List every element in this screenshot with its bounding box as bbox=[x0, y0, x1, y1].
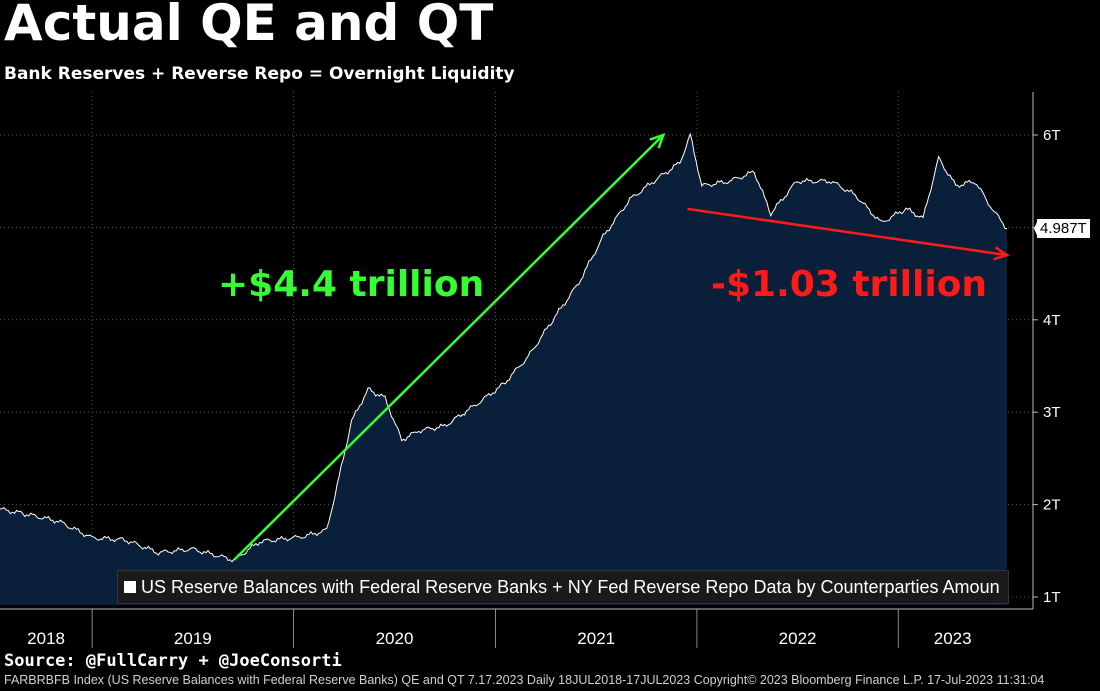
decrease-annotation: -$1.03 trillion bbox=[711, 264, 988, 305]
footer-info: FARBRBFB Index (US Reserve Balances with… bbox=[4, 673, 1045, 687]
increase-arrow bbox=[233, 134, 665, 561]
series-line bbox=[0, 132, 1008, 563]
increase-arrow-head bbox=[649, 132, 666, 149]
x-tick-label: 2022 bbox=[779, 629, 817, 648]
x-tick-label: 2018 bbox=[27, 629, 65, 648]
y-tick-label: 3T bbox=[1043, 404, 1061, 421]
legend-label: US Reserve Balances with Federal Reserve… bbox=[141, 576, 1000, 597]
x-tick-label: 2023 bbox=[934, 629, 972, 648]
series-area bbox=[0, 134, 1007, 605]
decrease-arrow bbox=[687, 207, 1008, 257]
y-tick-label: 6T bbox=[1043, 127, 1061, 144]
x-tick-label: 2021 bbox=[577, 629, 615, 648]
increase-annotation: +$4.4 trillion bbox=[218, 264, 485, 305]
legend: US Reserve Balances with Federal Reserve… bbox=[117, 570, 1009, 604]
x-tick-label: 2020 bbox=[376, 629, 414, 648]
chart-subtitle: Bank Reserves + Reverse Repo = Overnight… bbox=[4, 64, 515, 84]
legend-swatch bbox=[124, 581, 136, 593]
x-tick-label: 2019 bbox=[174, 629, 212, 648]
last-value-badge: 4.987T bbox=[1037, 219, 1090, 238]
y-tick-label: 4T bbox=[1043, 312, 1061, 329]
y-tick-label: 1T bbox=[1043, 589, 1061, 606]
decrease-arrow-head bbox=[993, 246, 1010, 261]
y-tick-label: 2T bbox=[1043, 497, 1061, 514]
source-credit: Source: @FullCarry + @JoeConsorti bbox=[4, 651, 342, 671]
chart-title: Actual QE and QT bbox=[4, 0, 494, 52]
